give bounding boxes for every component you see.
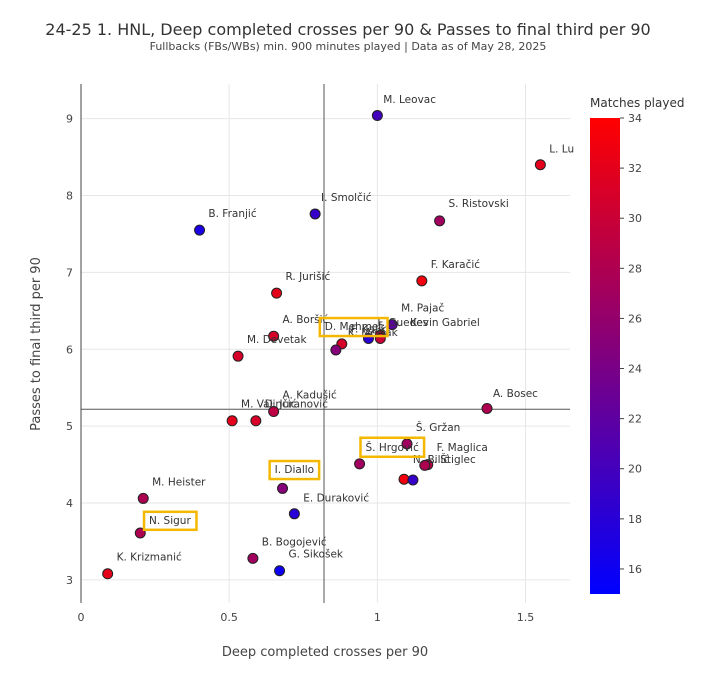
data-point: Š. Hrgović: [354, 458, 366, 470]
point-label: M. Heister: [152, 476, 206, 488]
point-label: L. Štiglec: [428, 453, 476, 466]
data-point: M. Devetak: [232, 350, 244, 362]
axes: 0 0.5 1 1.5 3 4 5 6 7 8 9: [66, 84, 534, 624]
point-label: F. Maglica: [437, 442, 488, 454]
point-label: R. Jurišić: [285, 271, 330, 283]
data-point: A. Kadušić: [268, 406, 280, 418]
colorbar-tick-label: 30: [628, 212, 642, 225]
point-label: M. Leovac: [383, 94, 436, 106]
colorbar: [590, 118, 620, 594]
point-label: I. Smolčić: [321, 192, 372, 204]
colorbar-tick-label: 22: [628, 413, 642, 426]
data-point: I. Diallo: [407, 474, 419, 486]
chart-subtitle: Fullbacks (FBs/WBs) min. 900 minutes pla…: [150, 40, 547, 53]
point-label: Š. Gržan: [416, 421, 460, 434]
highlight-box: [318, 316, 389, 338]
y-tick-label: 8: [66, 189, 73, 202]
highlight-box: [142, 510, 198, 532]
y-axis-title: Passes to final third per 90: [29, 257, 44, 431]
y-tick-label: 9: [66, 113, 73, 126]
point-labels: M. Leovac L. Lu I. Smolčić S. Ristovski B. F…: [117, 94, 575, 563]
point-label: M. Valinčić: [241, 399, 297, 411]
y-tick-label: 4: [66, 497, 73, 510]
colorbar-tick-label: 18: [628, 513, 642, 526]
point-label: L. Lu: [549, 143, 574, 155]
data-point: A. Bosec: [481, 402, 493, 414]
data-point: L. Lu: [534, 159, 546, 171]
y-tick-label: 3: [66, 574, 73, 587]
x-axis-title: Deep completed crosses per 90: [222, 645, 428, 660]
highlighted-label: N. Sigur: [149, 515, 191, 527]
data-point: G. Sikošek: [274, 565, 286, 577]
point-label: F. Kalik: [351, 323, 388, 335]
data-point: K. Krizmanić: [102, 568, 114, 580]
data-point: E. Duraković: [288, 508, 300, 520]
point-label: M. Devetak: [247, 334, 308, 346]
point-label: K. Krizmanić: [117, 552, 182, 564]
colorbar-ticks: 16 18 20 22 24 26 28 30 32 34: [620, 112, 642, 576]
data-points: M. Leovac L. Lu I. Smolčić S. Ristovski B. F…: [102, 110, 546, 580]
chart-title: 24-25 1. HNL, Deep completed crosses per…: [45, 20, 650, 39]
colorbar-tick-label: 32: [628, 162, 642, 175]
point-label: M. Pajač: [401, 303, 444, 315]
highlighted-label: Š. Hrgović: [365, 441, 419, 454]
data-point: R. Jurišić: [271, 287, 283, 299]
point-label: Kevin Gabriel: [410, 317, 480, 329]
point-label: A. Bosec: [493, 388, 538, 400]
colorbar-tick-label: 28: [628, 262, 642, 275]
data-point: K. Mejšak: [330, 344, 342, 356]
x-tick-label: 1: [374, 611, 381, 624]
point-label: F. Guedes: [377, 317, 428, 329]
y-tick-label: 6: [66, 343, 73, 356]
colorbar-tick-label: 24: [628, 363, 642, 376]
point-label: D. Juranović: [265, 399, 328, 411]
colorbar-title: Matches played: [590, 96, 684, 110]
data-point: M. Leovac: [371, 110, 383, 122]
colorbar-tick-label: 16: [628, 563, 642, 576]
y-tick-label: 5: [66, 420, 73, 433]
x-tick-label: 0.5: [220, 611, 238, 624]
point-label: B. Bogojević: [262, 536, 327, 548]
point-label: S. Ristovski: [448, 198, 508, 210]
data-point: I. Smolčić: [309, 208, 321, 220]
highlight-box: [359, 436, 426, 459]
colorbar-tick-label: 20: [628, 463, 642, 476]
x-tick-label: 0: [78, 611, 85, 624]
point-label: F. Karačić: [431, 259, 481, 271]
data-point: D. Juranović: [250, 415, 262, 427]
highlighted-label: D. Mehmet: [325, 321, 383, 333]
x-tick-label: 1.5: [517, 611, 535, 624]
data-point: I. Gorup: [277, 482, 289, 494]
colorbar-tick-label: 34: [628, 112, 642, 125]
colorbar-tick-label: 26: [628, 312, 642, 325]
data-point: F. Karačić: [416, 275, 428, 287]
data-point: N. Sigur: [134, 527, 146, 539]
data-point: L. Štiglec: [419, 459, 431, 471]
point-label: E. Duraković: [303, 493, 369, 505]
point-label: A. Kadušić: [283, 389, 338, 401]
data-point: M. Valinčić: [226, 415, 238, 427]
highlighted-labels: D. Mehmet Š. Hrgović I. Diallo N. Sigur: [142, 316, 426, 532]
data-point: S. Ristovski: [434, 215, 446, 227]
gridlines: [80, 84, 570, 603]
y-tick-label: 7: [66, 266, 73, 279]
data-point: M. Heister: [137, 492, 149, 504]
data-point: B. Bogojević: [247, 552, 259, 564]
highlighted-label: I. Diallo: [275, 464, 314, 476]
data-point: B. Franjić: [194, 224, 206, 236]
highlight-box: [268, 459, 321, 481]
data-point: A. Boršić: [268, 330, 280, 342]
point-label: G. Sikošek: [288, 549, 343, 561]
point-label: B. Franjić: [208, 208, 256, 220]
point-label: A. Boršić: [283, 314, 329, 326]
